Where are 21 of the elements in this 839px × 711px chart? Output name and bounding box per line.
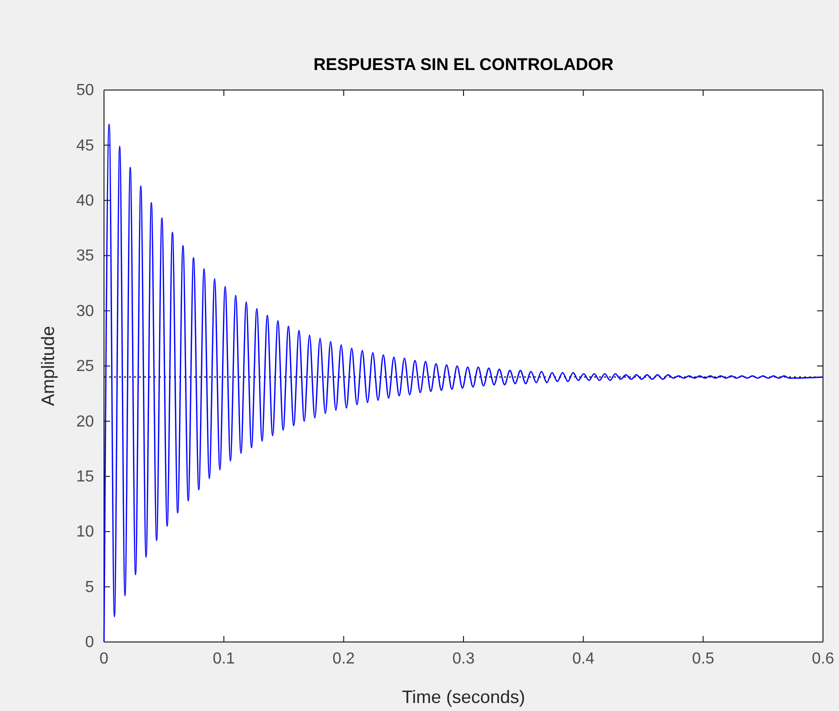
- y-tick-label: 35: [76, 248, 94, 265]
- x-tick-label: 0.6: [812, 650, 834, 668]
- y-tick-label: 25: [76, 358, 94, 376]
- x-tick-label: 0: [100, 650, 109, 668]
- y-tick-label: 10: [76, 524, 94, 541]
- x-tick-label: 0.5: [692, 650, 714, 668]
- y-tick-label: 0: [85, 634, 94, 652]
- y-tick-label: 50: [76, 82, 94, 100]
- y-tick-label: 30: [76, 302, 94, 320]
- y-tick-label: 40: [76, 192, 94, 210]
- y-tick-label: 45: [76, 137, 94, 154]
- y-axis-title: Amplitude: [38, 326, 58, 406]
- x-tick-label: 0.3: [452, 650, 475, 668]
- x-tick-label: 0.1: [212, 650, 236, 668]
- x-axis-title: Time (seconds): [402, 687, 526, 707]
- x-tick-label: 0.4: [572, 650, 595, 668]
- x-tick-label: 0.2: [332, 650, 355, 668]
- y-tick-label: 20: [76, 413, 94, 430]
- y-tick-label: 5: [85, 578, 94, 596]
- chart-title: RESPUESTA SIN EL CONTROLADOR: [313, 55, 614, 74]
- y-tick-label: 15: [76, 468, 94, 486]
